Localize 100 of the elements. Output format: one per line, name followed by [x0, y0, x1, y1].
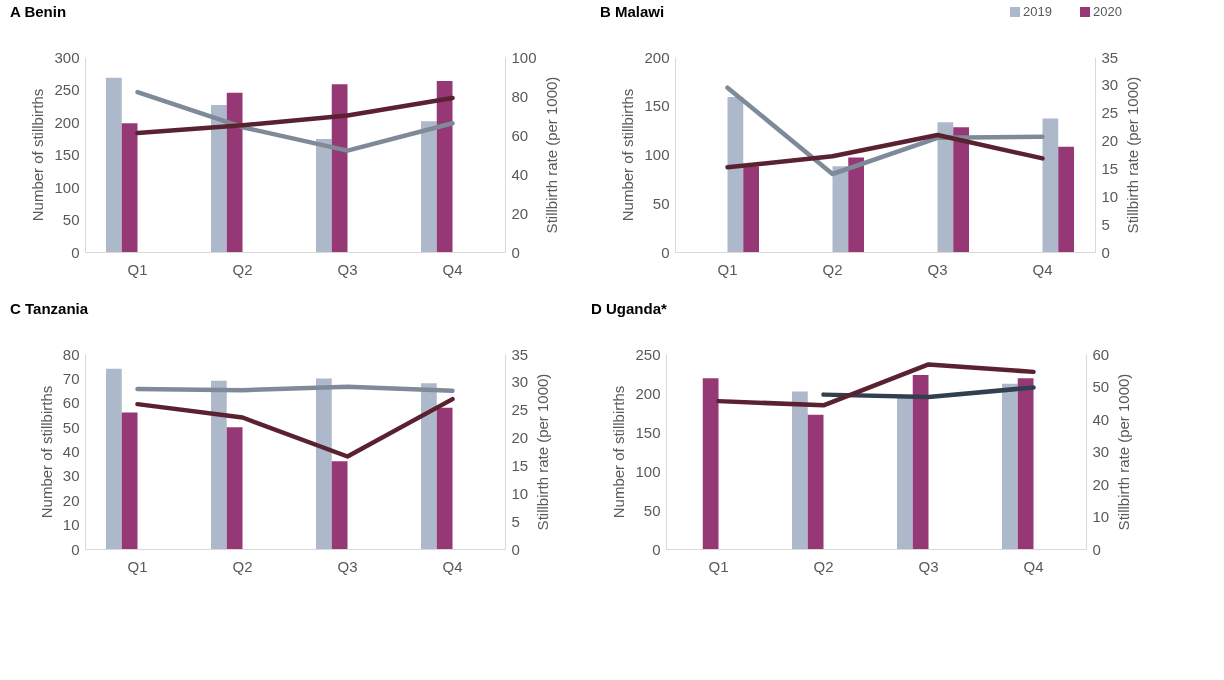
x-tick-label: Q3: [337, 557, 358, 575]
y2-tick-label: 15: [511, 456, 529, 474]
bar: [421, 383, 437, 549]
y-tick-label: 250: [54, 81, 80, 98]
y-axis-title: Number of stillbirths: [29, 88, 47, 222]
bar: [316, 378, 332, 549]
bar: [436, 407, 453, 549]
y2-tick-label: 100: [511, 48, 537, 66]
bar: [702, 378, 719, 549]
x-tick-label: Q4: [442, 260, 463, 278]
y2-tick-label: 5: [1101, 215, 1110, 233]
bar: [807, 414, 824, 549]
bar: [1058, 146, 1074, 252]
y-tick-label: 70: [62, 369, 80, 387]
y2-tick-label: 60: [511, 126, 529, 144]
chart-title: B Malawi: [600, 3, 665, 20]
bar: [121, 123, 138, 252]
y2-tick-label: 15: [1101, 159, 1119, 177]
y2-tick-label: 20: [511, 204, 529, 222]
y-tick-label: 200: [54, 113, 80, 131]
bar: [436, 81, 453, 252]
y2-tick-label: 60: [1092, 345, 1110, 363]
y-tick-label: 0: [652, 540, 661, 558]
bar: [226, 92, 243, 252]
y2-tick-label: 35: [1101, 48, 1119, 66]
x-tick-label: Q1: [127, 557, 148, 575]
y-tick-label: 80: [62, 345, 80, 363]
y2-tick-label: 0: [1101, 243, 1110, 261]
bar: [106, 368, 122, 549]
chart-title: D Uganda*: [591, 300, 667, 317]
y2-axis-title: Stillbirth rate (per 1000): [1124, 76, 1142, 234]
y-tick-label: 300: [54, 48, 80, 66]
x-tick-label: Q4: [1023, 557, 1044, 575]
x-tick-label: Q3: [927, 260, 948, 278]
x-tick-label: Q3: [337, 260, 358, 278]
chart-title: C Tanzania: [10, 300, 89, 317]
x-tick-label: Q4: [1032, 260, 1053, 278]
y-tick-label: 250: [635, 345, 661, 363]
y-tick-label: 50: [62, 211, 80, 228]
bar: [211, 380, 227, 549]
bar: [848, 157, 864, 252]
y2-tick-label: 0: [511, 243, 520, 261]
y-tick-label: 50: [62, 418, 80, 436]
line-series: [716, 362, 1036, 408]
legend-label: 2019: [1023, 4, 1052, 19]
y-tick-label: 100: [54, 178, 80, 196]
y-tick-label: 60: [62, 394, 80, 412]
y-axis-title: Number of stillbirths: [37, 385, 55, 519]
y-axis-title: Number of stillbirths: [610, 385, 628, 519]
y2-tick-label: 10: [1101, 187, 1119, 205]
line-series: [135, 95, 455, 136]
y2-tick-label: 20: [1101, 132, 1119, 150]
x-tick-label: Q3: [918, 557, 939, 575]
y2-tick-label: 10: [1092, 508, 1110, 525]
legend-label: 2020: [1093, 4, 1122, 19]
y-tick-label: 50: [652, 194, 670, 212]
y2-tick-label: 20: [511, 429, 529, 447]
bar: [331, 84, 348, 252]
x-tick-label: Q2: [822, 260, 843, 278]
y-tick-label: 150: [54, 146, 80, 163]
y2-tick-label: 30: [1092, 443, 1110, 460]
y2-tick-label: 25: [511, 401, 529, 419]
line-series: [725, 85, 1045, 177]
bar: [937, 122, 954, 252]
line-series: [135, 89, 455, 153]
y-tick-label: 30: [62, 467, 80, 485]
y2-axis-title: Stillbirth rate (per 1000): [542, 76, 560, 234]
y-tick-label: 100: [644, 146, 670, 163]
y2-tick-label: 30: [1101, 76, 1119, 94]
y2-tick-label: 0: [1092, 540, 1101, 558]
y2-tick-label: 40: [1092, 410, 1110, 428]
bar: [1017, 378, 1034, 549]
bar: [727, 96, 744, 252]
y-tick-label: 10: [62, 516, 80, 534]
bar: [1002, 383, 1018, 549]
y-tick-label: 200: [644, 48, 670, 66]
y-tick-label: 40: [62, 443, 80, 460]
x-tick-label: Q2: [813, 557, 834, 575]
x-tick-label: Q1: [127, 260, 148, 278]
bar: [226, 427, 243, 549]
y-tick-label: 20: [62, 491, 80, 509]
x-tick-label: Q1: [708, 557, 729, 575]
y2-axis-title: Stillbirth rate (per 1000): [1115, 373, 1133, 531]
y2-axis-title: Stillbirth rate (per 1000): [534, 373, 552, 531]
y-tick-label: 50: [643, 501, 661, 519]
bar: [331, 461, 348, 549]
x-tick-label: Q2: [232, 557, 253, 575]
bar: [897, 396, 913, 549]
chart-title: A Benin: [10, 3, 67, 20]
bar: [1042, 118, 1059, 252]
line-series: [135, 396, 455, 459]
x-tick-label: Q1: [717, 260, 738, 278]
y-tick-label: 0: [71, 540, 80, 558]
y-tick-label: 100: [635, 462, 661, 480]
y-tick-label: 0: [661, 243, 670, 261]
y-axis-title: Number of stillbirths: [619, 88, 637, 222]
x-tick-label: Q4: [442, 557, 463, 575]
y2-tick-label: 30: [511, 373, 529, 391]
bar: [106, 77, 122, 252]
bar: [792, 391, 808, 549]
